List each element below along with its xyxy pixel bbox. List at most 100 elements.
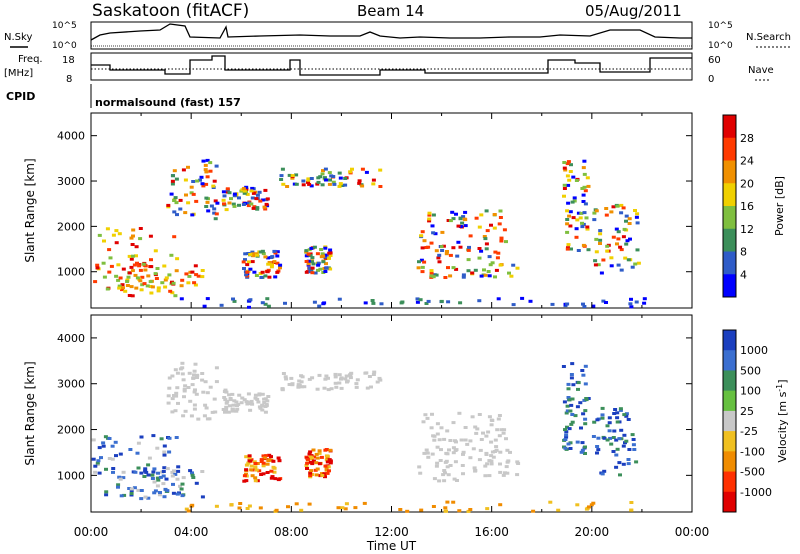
power-echo-cell bbox=[246, 204, 251, 208]
velocity-echo-cell bbox=[103, 435, 108, 439]
velocity-echo-cell bbox=[565, 404, 570, 408]
power-echo-cell bbox=[205, 158, 210, 162]
power-echo-cell bbox=[515, 266, 520, 270]
power-echo-cell bbox=[275, 261, 280, 265]
velocity-echo-cell bbox=[178, 484, 182, 488]
power-colorbar: 4 8 12 16 20 24 28 Power [dB] bbox=[722, 114, 786, 298]
power-echo-cell bbox=[563, 168, 568, 172]
velocity-echo-cell bbox=[162, 453, 167, 457]
power-echo-cell bbox=[127, 271, 132, 275]
power-colorbar-swatch bbox=[723, 274, 736, 298]
power-echo-cell bbox=[628, 302, 633, 306]
velocity-echo-cell bbox=[181, 476, 186, 480]
velocity-echo-cell bbox=[362, 501, 367, 505]
velocity-echo-cell bbox=[564, 435, 569, 439]
velocity-echo-cell bbox=[201, 390, 206, 394]
power-echo-cell bbox=[290, 174, 295, 178]
velocity-echo-cell bbox=[194, 392, 199, 396]
power-echo-cell bbox=[498, 263, 503, 267]
velocity-echo-cell bbox=[245, 507, 250, 510]
power-echo-cell bbox=[140, 283, 145, 287]
power-echo-cell bbox=[360, 184, 365, 188]
velocity-echo-cell bbox=[167, 386, 172, 390]
velocity-echo-cell bbox=[195, 376, 199, 379]
power-colorbar-swatch bbox=[723, 115, 736, 139]
power-echo-cell bbox=[212, 207, 217, 211]
velocity-echo-cell bbox=[214, 504, 219, 508]
power-echo-cell bbox=[417, 260, 421, 264]
power-echo-cell bbox=[160, 281, 165, 285]
power-echo-cell bbox=[221, 198, 226, 202]
power-echo-cell bbox=[451, 266, 456, 270]
velocity-echo-cell bbox=[162, 450, 167, 454]
velocity-echo-cell bbox=[421, 420, 426, 424]
power-echo-cell bbox=[477, 256, 482, 260]
velocity-echo-cell bbox=[566, 387, 571, 391]
power-echo-cell bbox=[467, 245, 471, 249]
power-echo-cell bbox=[204, 182, 209, 186]
power-echo-cell bbox=[511, 263, 516, 267]
velocity-ytick-label: 3000 bbox=[57, 378, 85, 391]
velocity-echo-cell bbox=[305, 467, 309, 470]
velocity-echo-cell bbox=[460, 464, 465, 467]
velocity-echo-cell bbox=[430, 452, 435, 456]
velocity-echo-cell bbox=[457, 509, 462, 513]
velocity-echo-cell bbox=[442, 437, 447, 441]
power-echo-cell bbox=[619, 211, 624, 215]
power-echo-cell bbox=[323, 270, 328, 273]
velocity-echo-cell bbox=[174, 394, 179, 398]
power-echo-cell bbox=[138, 268, 143, 272]
velocity-echo-cell bbox=[256, 400, 261, 404]
power-echo-cell bbox=[616, 230, 621, 234]
velocity-echo-cell bbox=[127, 487, 132, 490]
velocity-echo-cell bbox=[262, 397, 267, 401]
power-echo-cell bbox=[482, 235, 487, 238]
velocity-echo-cell bbox=[367, 375, 372, 378]
velocity-echo-cell bbox=[272, 470, 277, 474]
power-echo-cell bbox=[582, 172, 587, 176]
power-echo-cell bbox=[424, 302, 429, 305]
velocity-echo-cell bbox=[192, 373, 196, 377]
velocity-echo-cell bbox=[323, 377, 328, 381]
power-echo-cell bbox=[572, 196, 577, 200]
power-echo-cell bbox=[166, 203, 171, 207]
velocity-echo-cell bbox=[170, 397, 175, 401]
velocity-echo-cell bbox=[319, 455, 324, 459]
velocity-echo-cell bbox=[581, 412, 586, 416]
velocity-echo-cell bbox=[96, 459, 101, 463]
velocity-echo-cell bbox=[200, 470, 205, 473]
velocity-ytick-label: 2000 bbox=[57, 424, 85, 437]
power-echo-cell bbox=[474, 216, 479, 220]
velocity-echo-cell bbox=[583, 417, 588, 421]
power-echo-cell bbox=[116, 278, 121, 282]
power-echo-cell bbox=[225, 187, 230, 191]
velocity-echo-cell bbox=[499, 428, 504, 432]
power-echo-cell bbox=[155, 267, 160, 270]
power-echo-cell bbox=[127, 254, 132, 258]
power-colorbar-tick: 4 bbox=[740, 268, 747, 281]
power-echo-cell bbox=[163, 278, 168, 282]
velocity-echo-cell bbox=[570, 413, 575, 416]
power-echo-cell bbox=[249, 202, 254, 206]
velocity-echo-cell bbox=[101, 444, 106, 448]
velocity-echo-cell bbox=[254, 468, 259, 472]
power-echo-cell bbox=[260, 249, 265, 253]
power-echo-cell bbox=[593, 259, 598, 263]
velocity-echo-cell bbox=[271, 459, 276, 463]
velocity-echo-cell bbox=[175, 386, 180, 390]
power-echo-cell bbox=[150, 285, 155, 289]
power-echo-cell bbox=[364, 170, 369, 174]
power-echo-cell bbox=[565, 247, 570, 251]
power-echo-cell bbox=[490, 261, 495, 265]
power-echo-cell bbox=[343, 183, 348, 187]
power-echo-cell bbox=[429, 274, 434, 278]
power-echo-cell bbox=[170, 182, 175, 186]
velocity-echo-cell bbox=[224, 408, 229, 412]
velocity-echo-cell bbox=[290, 382, 295, 386]
velocity-echo-cell bbox=[443, 506, 448, 510]
power-echo-cell bbox=[215, 201, 220, 205]
power-echo-cell bbox=[604, 301, 608, 304]
velocity-echo-cell bbox=[515, 460, 520, 464]
power-echo-cell bbox=[431, 275, 436, 279]
velocity-echo-cell bbox=[461, 450, 466, 454]
